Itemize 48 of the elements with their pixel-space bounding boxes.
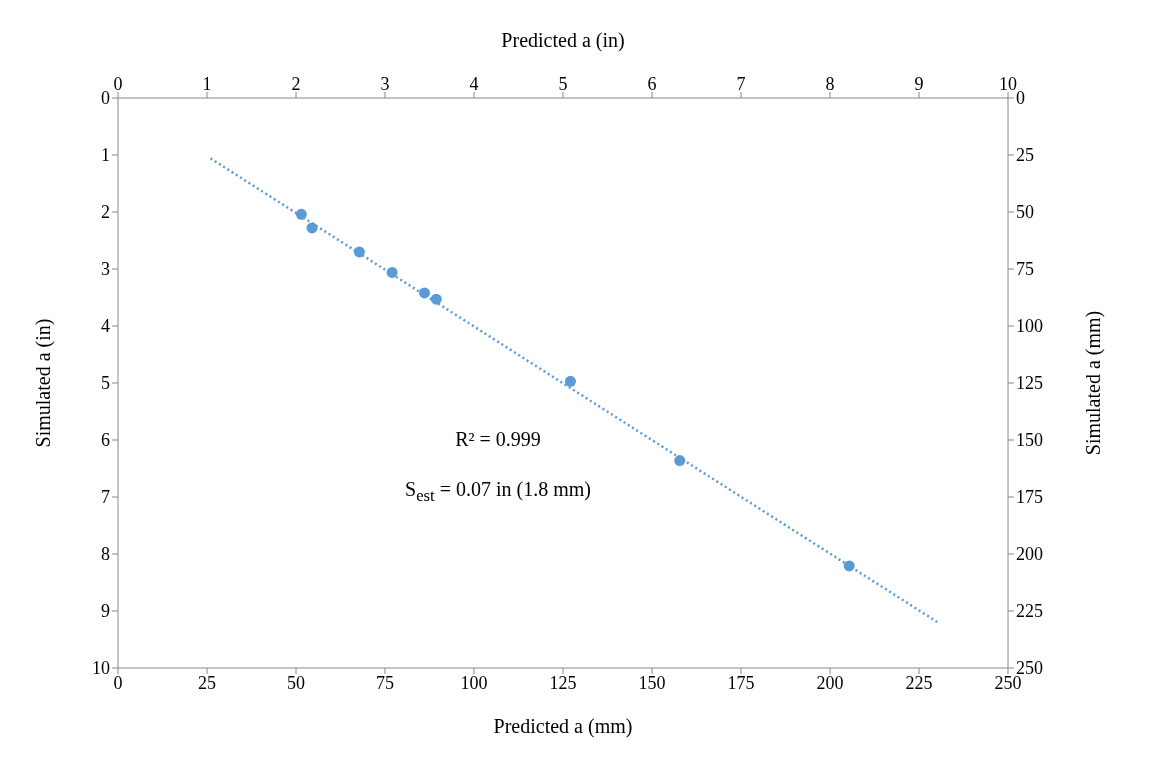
point <box>564 375 576 387</box>
x2-tick-label: 1 <box>202 74 212 94</box>
y2-tick-label: 25 <box>1016 145 1034 166</box>
point <box>674 455 686 467</box>
x2-axis-title: Predicted a (in) <box>501 29 625 53</box>
annotation: R² = 0.999 <box>454 428 542 451</box>
y2-tick-label: 225 <box>1016 601 1043 622</box>
x-tick-label: 125 <box>549 672 577 693</box>
y-tick-label: 8 <box>101 544 110 565</box>
y-tick-label: 3 <box>101 259 110 280</box>
x2-tick-label: 2 <box>291 74 301 94</box>
x2-tick-label: 4 <box>469 74 479 94</box>
x2-tick-label: 7 <box>736 74 746 94</box>
y-tick-label: 4 <box>101 316 110 337</box>
x-tick-label: 50 <box>287 672 305 693</box>
x-tick-label: 200 <box>816 672 844 693</box>
y2-tick-label: 100 <box>1016 316 1043 337</box>
x2-tick-label: 5 <box>558 74 568 94</box>
y-tick-label: 9 <box>101 601 110 622</box>
y2-tick-label: 0 <box>1016 88 1025 109</box>
x-tick-label: 75 <box>376 672 394 693</box>
y-tick-label: 2 <box>101 202 110 223</box>
x2-tick-label: 9 <box>914 74 924 94</box>
y2-tick-label: 50 <box>1016 202 1034 223</box>
y-tick-label: 7 <box>101 487 110 508</box>
y2-tick-label: 150 <box>1016 430 1043 451</box>
x2-tick-label: 8 <box>825 74 835 94</box>
x2-tick-label: 10 <box>999 74 1017 94</box>
y-tick-label: 0 <box>101 88 110 109</box>
y2-axis-title: Simulated a (mm) <box>1082 310 1106 456</box>
x-tick-label: 25 <box>198 672 216 693</box>
annotation: S$_{est}$ = 0.07 in (1.8 mm) <box>404 478 592 506</box>
x-tick-label: 225 <box>905 672 933 693</box>
y-tick-label: 10 <box>92 658 110 679</box>
y-tick-label: 5 <box>101 373 110 394</box>
y2-tick-label: 75 <box>1016 259 1034 280</box>
x-tick-label: 150 <box>638 672 666 693</box>
x-tick-label: 100 <box>460 672 488 693</box>
x-axis-title: Predicted a (mm) <box>493 715 633 738</box>
x2-tick-label: 6 <box>647 74 657 94</box>
y2-tick-label: 175 <box>1016 487 1043 508</box>
x-tick-label: 175 <box>727 672 755 693</box>
y-axis-title: Simulated a (in) <box>32 318 56 448</box>
x2-tick-label: 3 <box>380 74 390 94</box>
y-tick-label: 6 <box>101 430 110 451</box>
y-tick-label: 1 <box>101 145 110 166</box>
y2-tick-label: 125 <box>1016 373 1043 394</box>
y2-tick-label: 200 <box>1016 544 1043 565</box>
